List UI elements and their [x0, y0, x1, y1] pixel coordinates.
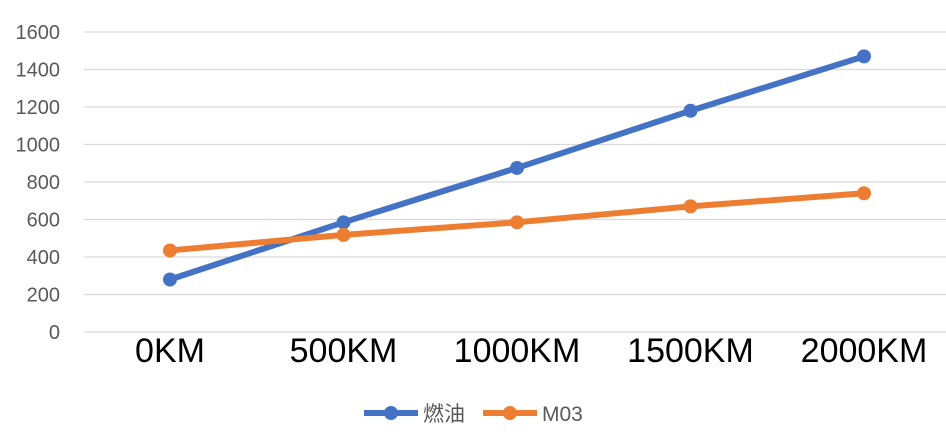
legend-item: M03	[483, 403, 583, 426]
x-tick-label: 1500KM	[627, 332, 754, 370]
y-tick-label: 400	[27, 247, 60, 269]
y-tick-label: 800	[27, 172, 60, 194]
data-point-marker	[510, 215, 524, 230]
legend-item: 燃油	[364, 403, 465, 426]
legend-label: 燃油	[423, 403, 465, 426]
x-tick-label: 0KM	[135, 332, 205, 370]
y-tick-label: 1600	[16, 22, 61, 44]
legend: 燃油 M03	[364, 403, 583, 426]
data-point-marker	[163, 272, 177, 287]
series-lines	[163, 49, 871, 287]
data-point-marker	[336, 227, 351, 242]
x-axis-tick-labels: 0KM 500KM 1000KM 1500KM 2000KM	[135, 332, 927, 370]
data-point-marker	[510, 160, 524, 175]
y-tick-label: 1000	[16, 135, 61, 157]
legend-label: M03	[542, 403, 583, 426]
x-tick-label: 1000KM	[454, 332, 581, 370]
y-tick-label: 600	[27, 210, 60, 232]
y-tick-label: 200	[27, 285, 60, 307]
y-tick-label: 1400	[16, 60, 61, 82]
y-axis-tick-labels: 0 200 400 600 800 1000 1200 1400 1600	[16, 22, 61, 344]
x-tick-label: 2000KM	[801, 332, 928, 370]
legend-swatch-marker	[503, 406, 517, 420]
data-point-marker	[683, 103, 698, 118]
series-2	[163, 186, 871, 258]
y-tick-label: 0	[49, 322, 60, 344]
y-tick-label: 1200	[16, 97, 61, 119]
legend-swatch-marker	[384, 406, 398, 420]
data-point-marker	[336, 215, 351, 230]
data-point-marker	[683, 199, 698, 214]
data-point-marker	[857, 49, 871, 64]
data-point-marker	[163, 243, 177, 258]
gridlines	[84, 31, 946, 333]
x-tick-label: 500KM	[290, 332, 398, 370]
series-1	[163, 49, 871, 287]
data-point-marker	[857, 186, 871, 201]
